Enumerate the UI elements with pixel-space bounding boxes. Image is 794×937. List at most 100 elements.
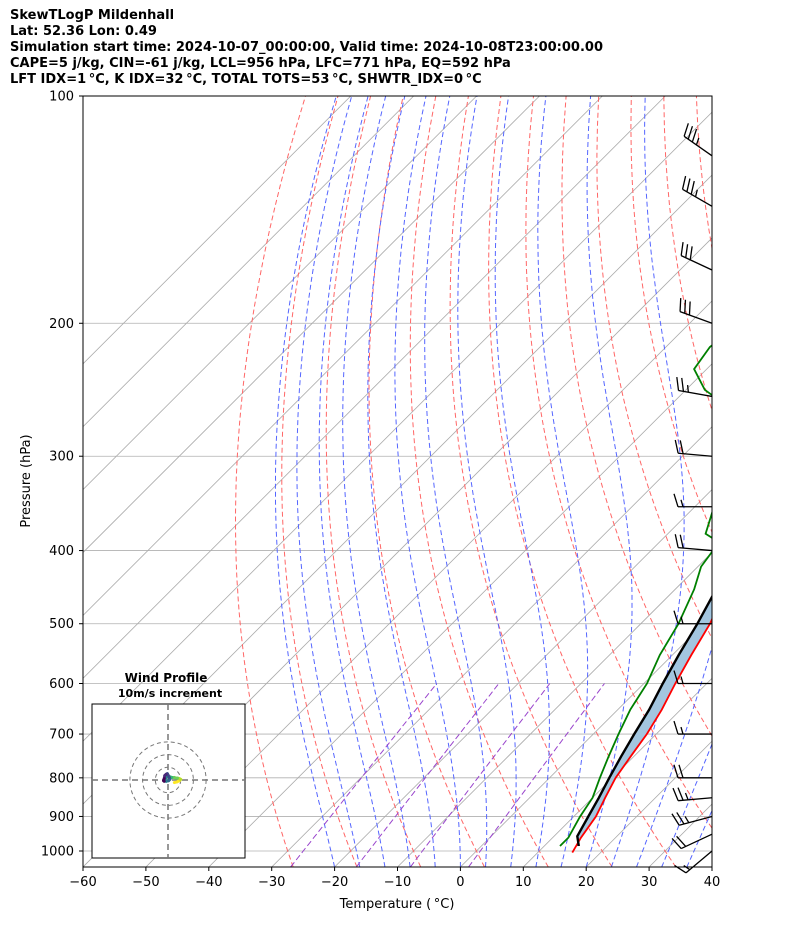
dry-adiabat-line	[409, 96, 549, 867]
wind-barb	[681, 175, 713, 207]
isotherm-line	[145, 300, 712, 867]
wind-barb-half-flag	[680, 726, 684, 735]
moist-adiabat-line	[367, 96, 436, 867]
moist-adiabat-line	[585, 96, 633, 867]
moist-adiabat-line	[342, 96, 411, 867]
x-tick-label: 20	[578, 875, 595, 890]
wind-barb-staff	[680, 833, 713, 850]
moist-adiabat-line	[424, 96, 488, 867]
temperature-profile	[571, 617, 712, 854]
y-axis-label: Pressure (hPa)	[19, 434, 34, 527]
wind-barb-flag	[686, 178, 691, 192]
isotherm-line	[83, 96, 540, 554]
y-tick-label: 400	[49, 544, 74, 559]
dry-adiabat-line	[663, 96, 712, 412]
isotherm-line	[397, 551, 712, 867]
dry-adiabat-line	[235, 96, 306, 867]
y-tick-label: 300	[49, 450, 74, 465]
x-tick-label: −30	[258, 875, 285, 890]
isotherm-line	[83, 111, 712, 742]
moist-adiabat-line	[686, 809, 712, 867]
wind-barb-flag	[676, 812, 685, 825]
wind-barb-flag	[684, 299, 687, 314]
wind-barb-half-flag	[684, 792, 689, 801]
x-tick-label: −20	[321, 875, 348, 890]
wind-barb	[674, 439, 713, 457]
wind-barb-flag	[673, 720, 679, 735]
wind-barb-flag	[679, 440, 684, 454]
wind-barb-half-flag	[680, 676, 684, 684]
wind-barb-flag	[680, 242, 684, 256]
wind-barb	[679, 298, 713, 324]
wind-barb-flag	[674, 534, 679, 548]
isotherm-line	[334, 489, 712, 867]
moist-adiabat-line	[661, 742, 712, 867]
y-tick-label: 200	[49, 317, 74, 332]
wind-barb-staff	[678, 797, 713, 802]
wind-barb-staff	[683, 135, 713, 157]
hodograph-segment	[162, 779, 166, 783]
mixing-ratio-line	[409, 683, 551, 867]
moist-adiabat-line	[296, 96, 361, 867]
dry-adiabat-line	[368, 96, 485, 867]
x-tick-label: 40	[704, 875, 721, 890]
wind-barb-flag	[671, 838, 682, 849]
dry-adiabat-line	[596, 96, 712, 640]
isotherm-line	[83, 96, 603, 616]
isotherm-line	[648, 803, 712, 867]
moist-adiabat-line	[537, 96, 589, 867]
wind-barb-flag	[688, 301, 691, 316]
wind-barb-staff	[678, 452, 713, 457]
isotherm-line	[523, 677, 712, 867]
wind-barb-flag	[685, 244, 689, 258]
wind-barb-half-flag	[683, 865, 691, 871]
wind-barb	[671, 833, 713, 850]
isotherm-line	[585, 740, 712, 867]
wind-barb-staff	[682, 188, 713, 207]
isotherm-line	[83, 96, 477, 491]
dry-adiabat-line	[281, 96, 358, 867]
wind-barb-half-flag	[694, 189, 698, 197]
wind-barb-flag	[679, 298, 682, 312]
wind-barb-flag	[676, 835, 687, 847]
wind-barb-flag	[679, 534, 684, 549]
x-tick-label: −40	[195, 875, 222, 890]
wind-barb	[673, 670, 712, 685]
dry-adiabat-line	[695, 96, 712, 252]
wind-barb-staff	[678, 546, 713, 552]
wind-barb	[671, 812, 713, 826]
wind-barb-half-flag	[680, 616, 684, 624]
isotherm-line	[460, 614, 712, 867]
moist-adiabat-line	[610, 96, 685, 867]
moist-adiabat-line	[711, 865, 712, 867]
wind-barb-flag	[673, 610, 679, 624]
hodograph: Wind Profile 10m/s increment	[91, 671, 246, 859]
chart-header: SkewTLogP Mildenhall Lat: 52.36 Lon: 0.4…	[10, 8, 603, 88]
isotherm-line	[271, 426, 712, 867]
wind-barb-flag	[691, 128, 698, 143]
x-tick-label: −50	[132, 875, 159, 890]
wind-barb-staff	[679, 311, 713, 324]
wind-barb	[674, 534, 713, 552]
time-text: Simulation start time: 2024-10-07_00:00:…	[10, 40, 603, 55]
mixing-ratio-line	[468, 683, 605, 867]
wind-barb	[672, 787, 713, 802]
dry-adiabat-line	[525, 96, 712, 829]
wind-barb	[680, 242, 713, 271]
wind-barb-flag	[683, 123, 689, 137]
dry-adiabat-line	[488, 96, 677, 867]
moist-adiabat-line	[457, 96, 517, 867]
hodograph-title: Wind Profile	[125, 671, 208, 685]
x-tick-label: −60	[69, 875, 96, 890]
y-tick-label: 900	[49, 810, 74, 825]
wind-barb-flag	[690, 180, 695, 195]
wind-barb-flag	[681, 175, 687, 190]
wind-barb-staff	[678, 389, 713, 398]
y-tick-label: 100	[49, 90, 74, 105]
wind-barb	[673, 764, 712, 779]
wind-barb-staff	[680, 255, 713, 271]
axes: −60 −50 −40 −30 −20 −10 0 10 20 30 40 1000 900 800 700…	[41, 90, 720, 891]
isotherm-line	[711, 866, 712, 867]
chart-title: SkewTLogP Mildenhall	[10, 8, 175, 23]
